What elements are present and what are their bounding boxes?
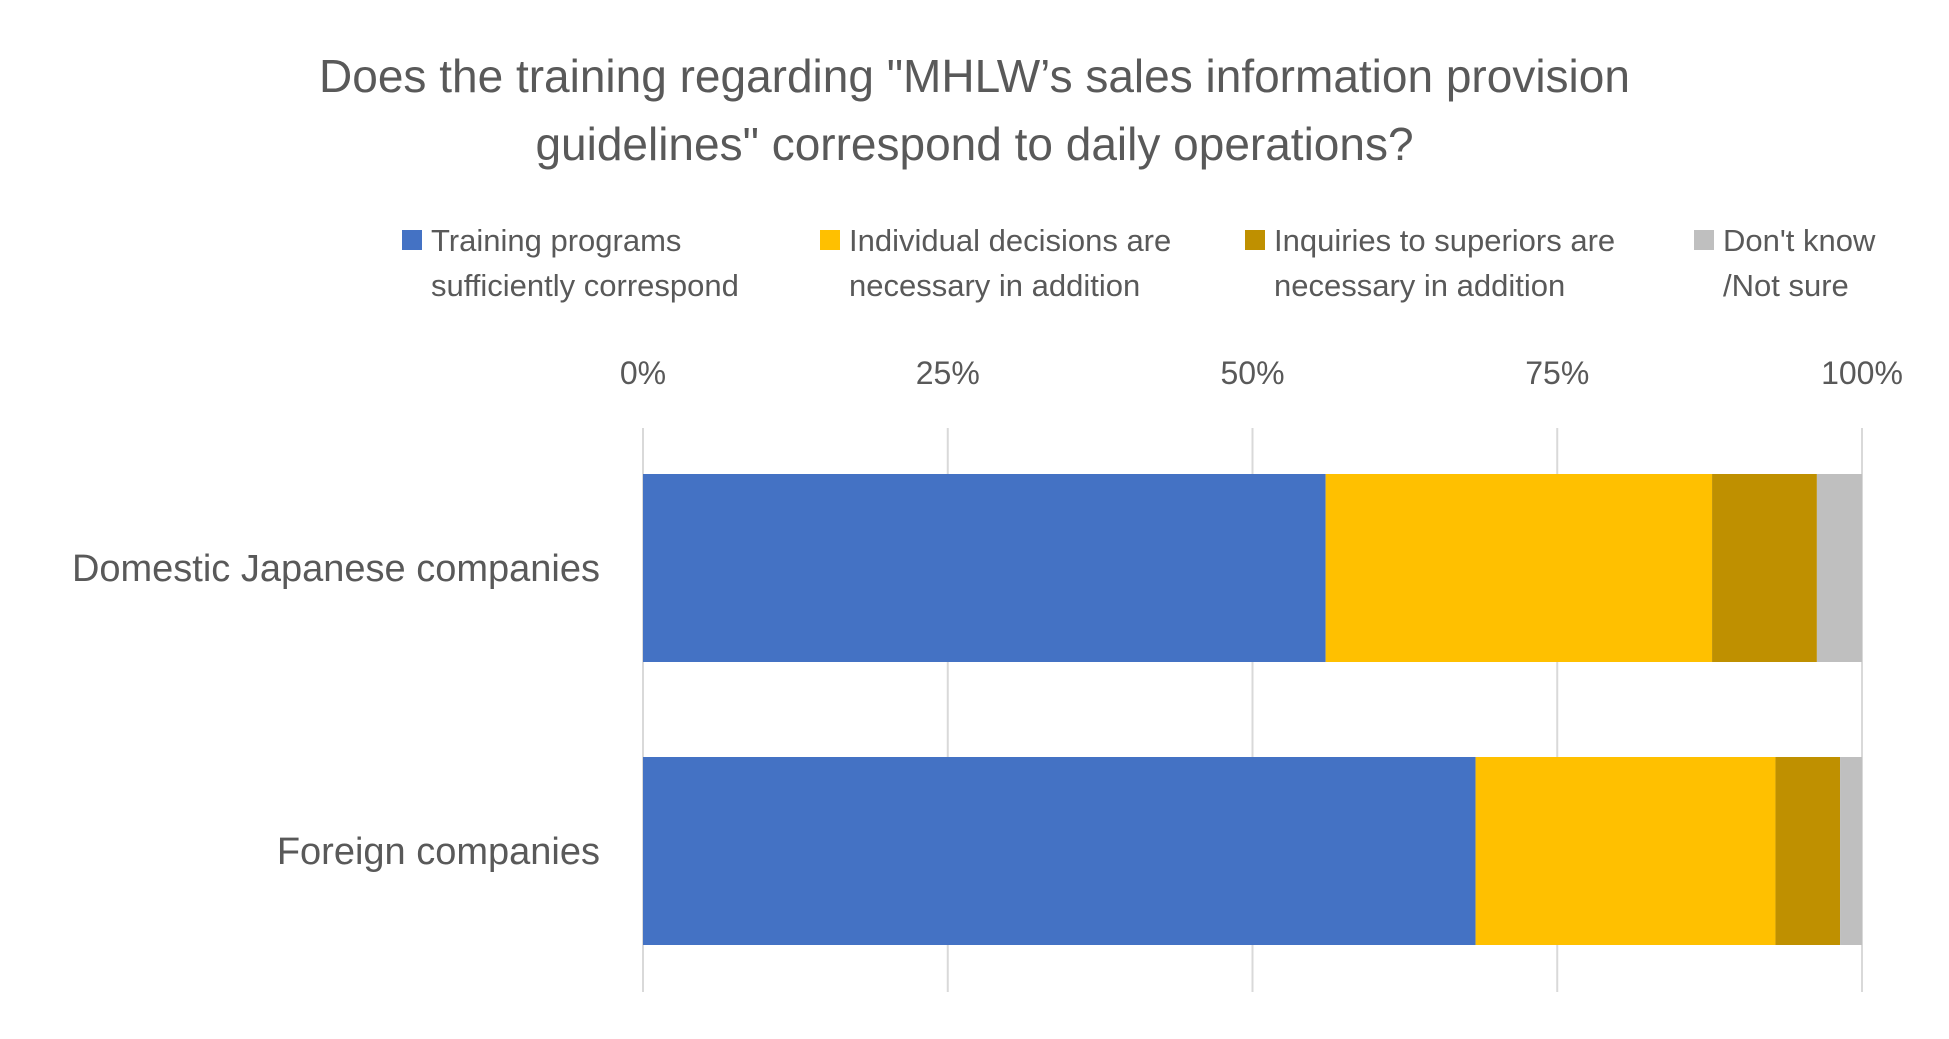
bar-group xyxy=(643,474,1862,945)
x-tick-label-1: 25% xyxy=(916,355,980,391)
legend-item-3: Don't know/Not sure xyxy=(1694,223,1876,303)
chart-title-line-2: guidelines" correspond to daily operatio… xyxy=(535,118,1414,170)
legend-label-2-0: Inquiries to superiors are xyxy=(1274,223,1615,258)
legend-label-1-0: Individual decisions are xyxy=(849,223,1171,258)
bar-segment-0-3 xyxy=(1816,474,1862,662)
legend-swatch-2 xyxy=(1245,230,1265,250)
chart-legend: Training programs sufficiently correspond… xyxy=(402,223,1876,303)
category-label-0: Domestic Japanese companies xyxy=(72,548,600,590)
bar-segment-1-3 xyxy=(1840,757,1862,945)
category-label-1: Foreign companies xyxy=(277,831,600,873)
legend-swatch-1 xyxy=(820,230,840,250)
legend-label-0-1: sufficiently correspond xyxy=(431,268,739,303)
legend-swatch-3 xyxy=(1694,230,1714,250)
bar-segment-0-1 xyxy=(1325,474,1713,662)
x-tick-label-4: 100% xyxy=(1821,355,1903,391)
bar-segment-1-0 xyxy=(643,757,1476,945)
x-tick-label-2: 50% xyxy=(1220,355,1284,391)
legend-item-0: Training programs sufficiently correspond xyxy=(402,223,739,303)
chart-title-line-1: Does the training regarding "MHLW’s sale… xyxy=(319,50,1630,102)
legend-item-2: Inquiries to superiors are necessary in a… xyxy=(1245,223,1615,303)
chart-title: Does the training regarding "MHLW’s sale… xyxy=(0,42,1949,178)
bar-segment-1-2 xyxy=(1775,757,1841,945)
legend-label-2-1: necessary in addition xyxy=(1274,268,1565,303)
legend-swatch-0 xyxy=(402,230,422,250)
legend-item-1: Individual decisions are necessary in add… xyxy=(820,223,1171,303)
x-tick-label-3: 75% xyxy=(1525,355,1589,391)
legend-label-3-0: Don't know xyxy=(1723,223,1876,258)
x-tick-label-0: 0% xyxy=(620,355,666,391)
bar-segment-0-0 xyxy=(643,474,1326,662)
legend-label-1-1: necessary in addition xyxy=(849,268,1140,303)
category-labels: Domestic Japanese companies Foreign compa… xyxy=(72,548,600,873)
bar-segment-1-1 xyxy=(1475,757,1776,945)
x-axis-ticks: 0% 25% 50% 75% 100% xyxy=(620,355,1903,391)
legend-label-0-0: Training programs xyxy=(431,223,681,258)
legend-label-3-1: /Not sure xyxy=(1723,268,1849,303)
bar-segment-0-2 xyxy=(1712,474,1817,662)
